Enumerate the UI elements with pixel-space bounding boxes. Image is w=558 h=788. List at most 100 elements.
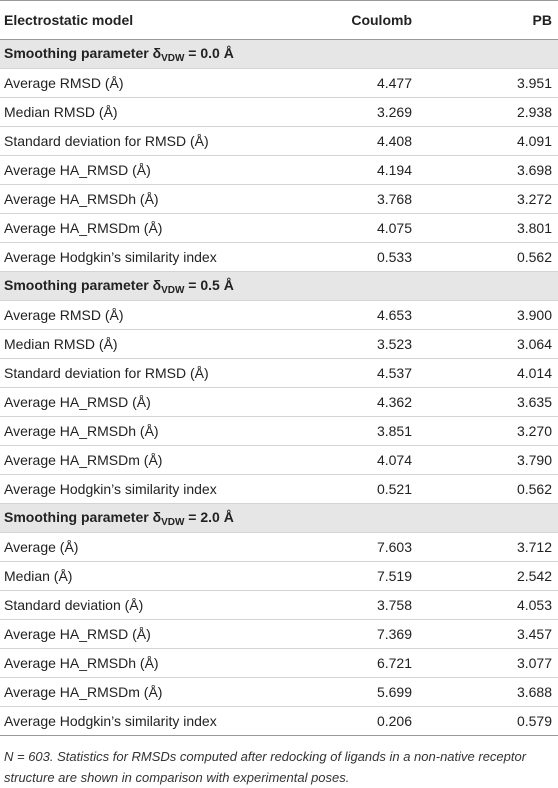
pb-value: 3.801 (416, 213, 558, 243)
column-header: Coulomb (330, 0, 416, 40)
data-row: Average HA_RMSD (Å) 7.369 3.457 (0, 619, 558, 649)
row-label: Average RMSD (Å) (0, 68, 330, 98)
pb-value: 3.712 (416, 532, 558, 562)
pb-value: 0.579 (416, 706, 558, 736)
coulomb-value: 4.194 (330, 155, 416, 185)
pb-value: 2.938 (416, 97, 558, 127)
pb-value: 2.542 (416, 561, 558, 591)
header-row: Electrostatic model Coulomb PB (0, 0, 558, 40)
column-header: Electrostatic model (0, 0, 330, 40)
data-row: Average HA_RMSDm (Å) 4.075 3.801 (0, 213, 558, 243)
coulomb-value: 3.523 (330, 329, 416, 359)
pb-value: 4.091 (416, 126, 558, 156)
pb-value: 3.457 (416, 619, 558, 649)
data-row: Median RMSD (Å) 3.523 3.064 (0, 329, 558, 359)
row-label: Average RMSD (Å) (0, 300, 330, 330)
coulomb-value: 4.408 (330, 126, 416, 156)
pb-value: 0.562 (416, 474, 558, 504)
heading-prefix: Smoothing parameter δ (4, 508, 162, 525)
column-header: PB (416, 0, 558, 40)
pb-value: 4.014 (416, 358, 558, 388)
heading-subscript: VDW (161, 516, 185, 528)
row-label: Average HA_RMSD (Å) (0, 619, 330, 649)
row-label: Average Hodgkin’s similarity index (0, 474, 330, 504)
coulomb-value: 0.533 (330, 242, 416, 272)
coulomb-value: 3.758 (330, 590, 416, 620)
row-label: Average HA_RMSDh (Å) (0, 184, 330, 214)
data-row: Standard deviation (Å) 3.758 4.053 (0, 590, 558, 620)
data-row: Average HA_RMSDh (Å) 3.851 3.270 (0, 416, 558, 446)
pb-value: 4.053 (416, 590, 558, 620)
section-heading: Smoothing parameter δVDW = 0.5 Å (0, 271, 558, 301)
pb-value: 3.077 (416, 648, 558, 678)
pb-value: 3.272 (416, 184, 558, 214)
data-row: Median RMSD (Å) 3.269 2.938 (0, 97, 558, 127)
row-label: Standard deviation for RMSD (Å) (0, 358, 330, 388)
coulomb-value: 3.768 (330, 184, 416, 214)
coulomb-value: 4.653 (330, 300, 416, 330)
data-row: Average HA_RMSD (Å) 4.362 3.635 (0, 387, 558, 417)
row-label: Average Hodgkin’s similarity index (0, 706, 330, 736)
data-row: Average Hodgkin’s similarity index 0.206 0… (0, 706, 558, 736)
pb-value: 3.270 (416, 416, 558, 446)
heading-prefix: Smoothing parameter δ (4, 276, 162, 293)
row-label: Median (Å) (0, 561, 330, 591)
coulomb-value: 7.603 (330, 532, 416, 562)
section-row: Smoothing parameter δVDW = 0.5 Å (0, 271, 558, 301)
data-row: Average RMSD (Å) 4.653 3.900 (0, 300, 558, 330)
heading-suffix: = 0.0 Å (184, 44, 234, 61)
section-heading: Smoothing parameter δVDW = 0.0 Å (0, 39, 558, 69)
table-body: Smoothing parameter δVDW = 0.0 Å Average … (0, 39, 558, 736)
section-heading: Smoothing parameter δVDW = 2.0 Å (0, 503, 558, 533)
coulomb-value: 4.537 (330, 358, 416, 388)
coulomb-value: 4.477 (330, 68, 416, 98)
pb-value: 3.951 (416, 68, 558, 98)
row-label: Average HA_RMSDm (Å) (0, 445, 330, 475)
data-table: Electrostatic model Coulomb PB Smoothing… (0, 0, 558, 736)
footnote: N = 603. Statistics for RMSDs computed a… (4, 749, 527, 785)
data-row: Average Hodgkin’s similarity index 0.533 0… (0, 242, 558, 272)
data-row: Average HA_RMSDm (Å) 5.699 3.688 (0, 677, 558, 707)
coulomb-value: 4.075 (330, 213, 416, 243)
heading-suffix: = 2.0 Å (184, 508, 234, 525)
row-label: Average Hodgkin’s similarity index (0, 242, 330, 272)
heading-prefix: Smoothing parameter δ (4, 44, 162, 61)
coulomb-value: 7.519 (330, 561, 416, 591)
coulomb-value: 6.721 (330, 648, 416, 678)
row-label: Average HA_RMSDm (Å) (0, 677, 330, 707)
data-row: Median (Å) 7.519 2.542 (0, 561, 558, 591)
heading-subscript: VDW (161, 284, 185, 296)
coulomb-value: 3.851 (330, 416, 416, 446)
row-label: Standard deviation (Å) (0, 590, 330, 620)
pb-value: 3.900 (416, 300, 558, 330)
data-row: Average RMSD (Å) 4.477 3.951 (0, 68, 558, 98)
coulomb-value: 3.269 (330, 97, 416, 127)
row-label: Average HA_RMSD (Å) (0, 155, 330, 185)
pb-value: 3.635 (416, 387, 558, 417)
data-row: Standard deviation for RMSD (Å) 4.537 4.01… (0, 358, 558, 388)
data-row: Average HA_RMSD (Å) 4.194 3.698 (0, 155, 558, 185)
row-label: Average HA_RMSDm (Å) (0, 213, 330, 243)
section-row: Smoothing parameter δVDW = 2.0 Å (0, 503, 558, 533)
pb-value: 3.064 (416, 329, 558, 359)
data-row: Average HA_RMSDh (Å) 3.768 3.272 (0, 184, 558, 214)
row-label: Median RMSD (Å) (0, 329, 330, 359)
pb-value: 0.562 (416, 242, 558, 272)
row-label: Average (Å) (0, 532, 330, 562)
data-row: Average Hodgkin’s similarity index 0.521 0… (0, 474, 558, 504)
data-row: Average (Å) 7.603 3.712 (0, 532, 558, 562)
data-row: Average HA_RMSDh (Å) 6.721 3.077 (0, 648, 558, 678)
coulomb-value: 5.699 (330, 677, 416, 707)
coulomb-value: 4.362 (330, 387, 416, 417)
coulomb-value: 0.521 (330, 474, 416, 504)
row-label: Average HA_RMSD (Å) (0, 387, 330, 417)
data-row: Average HA_RMSDm (Å) 4.074 3.790 (0, 445, 558, 475)
coulomb-value: 7.369 (330, 619, 416, 649)
data-row: Standard deviation for RMSD (Å) 4.408 4.09… (0, 126, 558, 156)
pb-value: 3.688 (416, 677, 558, 707)
row-label: Standard deviation for RMSD (Å) (0, 126, 330, 156)
pb-value: 3.790 (416, 445, 558, 475)
heading-suffix: = 0.5 Å (184, 276, 234, 293)
coulomb-value: 4.074 (330, 445, 416, 475)
